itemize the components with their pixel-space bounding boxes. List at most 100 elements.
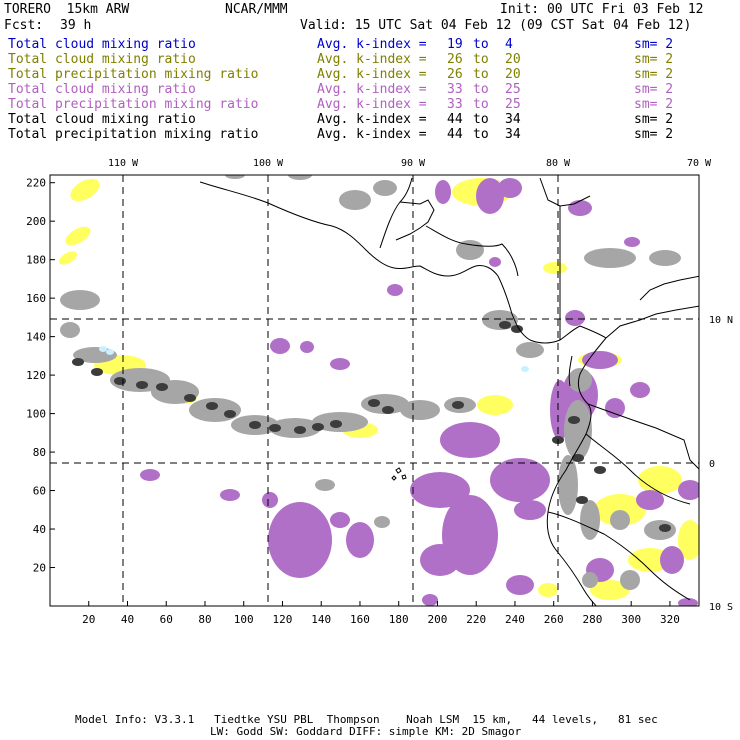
- cyan-fleck: [106, 349, 114, 355]
- longitude-label: 100 W: [253, 158, 284, 169]
- forecast-hour: 39 h: [60, 18, 92, 33]
- legend-row-7-k-index-to-word: to: [473, 127, 489, 142]
- grey-cloud-region: [374, 516, 390, 528]
- purple-region: [568, 200, 592, 216]
- purple-region: [422, 594, 438, 606]
- yellow-region: [590, 580, 630, 600]
- grey-cloud-region: [456, 240, 484, 260]
- dark-cloud-core: [572, 454, 584, 462]
- purple-region: [262, 492, 278, 508]
- legend-row-4-k-index-to: 25: [505, 82, 521, 97]
- longitude-label: 70 W: [687, 158, 712, 169]
- latitude-label: 10 S: [709, 602, 733, 613]
- purple-region: [624, 237, 640, 247]
- y-tick-label: 120: [26, 369, 46, 382]
- purple-region: [140, 469, 160, 481]
- dark-cloud-core: [568, 416, 580, 424]
- legend-row-5-k-index-to-word: to: [473, 97, 489, 112]
- purple-region: [300, 341, 314, 353]
- yellow-region: [70, 178, 100, 202]
- grey-cloud-region: [558, 455, 578, 515]
- yellow-region: [628, 548, 672, 572]
- x-tick-label: 40: [121, 613, 134, 626]
- dark-cloud-core: [452, 401, 464, 409]
- valid-time: Valid: 15 UTC Sat 04 Feb 12 (09 CST Sat …: [300, 18, 692, 33]
- x-tick-label: 160: [350, 613, 370, 626]
- purple-region: [565, 310, 585, 326]
- legend-row-4-field-name: Total cloud mixing ratio: [8, 82, 196, 97]
- physics-info: LW: Godd SW: Goddard DIFF: simple KM: 2D…: [210, 725, 522, 738]
- legend-row-7-smoothing-label: sm= 2: [634, 127, 674, 142]
- grey-cloud-region: [584, 248, 636, 268]
- longitude-label: 90 W: [401, 158, 426, 169]
- legend-row-4-k-index-to-word: to: [473, 82, 489, 97]
- purple-region: [605, 398, 625, 418]
- cyan-fleck: [99, 346, 107, 352]
- forecast-label: Fcst:: [4, 18, 44, 33]
- x-tick-label: 100: [234, 613, 254, 626]
- coastlines: [199, 177, 699, 606]
- legend-row-6-k-index-from: 44: [447, 112, 463, 127]
- dark-cloud-core: [594, 466, 606, 474]
- grey-cloud-region: [288, 175, 312, 180]
- model-title: TORERO 15km ARW: [4, 2, 130, 17]
- dark-cloud-core: [156, 383, 168, 391]
- legend-row-5-k-index-label: Avg. k-index =: [317, 97, 427, 112]
- x-tick-label: 200: [428, 613, 448, 626]
- legend-row-1-k-index-label: Avg. k-index =: [317, 37, 427, 52]
- y-tick-label: 80: [33, 446, 46, 459]
- y-tick-label: 160: [26, 292, 46, 305]
- x-tick-label: 180: [389, 613, 409, 626]
- legend-row-7-field-name: Total precipitation mixing ratio: [8, 127, 259, 142]
- purple-region: [330, 512, 350, 528]
- x-tick-label: 140: [311, 613, 331, 626]
- purple-region: [346, 522, 374, 558]
- x-tick-label: 320: [660, 613, 680, 626]
- grey-cloud-region: [373, 180, 397, 196]
- dark-cloud-core: [136, 381, 148, 389]
- x-tick-label: 260: [544, 613, 564, 626]
- purple-region: [506, 575, 534, 595]
- purple-region: [387, 284, 403, 296]
- grey-cloud-region: [60, 322, 80, 338]
- legend-row-5-smoothing-label: sm= 2: [634, 97, 674, 112]
- purple-region: [660, 546, 684, 574]
- y-tick-label: 200: [26, 215, 46, 228]
- legend-row-2-field-name: Total cloud mixing ratio: [8, 52, 196, 67]
- dark-cloud-core: [249, 421, 261, 429]
- dark-cloud-core: [576, 496, 588, 504]
- purple-region: [440, 422, 500, 458]
- purple-region: [220, 489, 240, 501]
- latitude-label: 0: [709, 459, 715, 470]
- org-label: NCAR/MMM: [225, 2, 288, 17]
- legend-row-1-k-index-to-word: to: [473, 37, 489, 52]
- legend-row-7-k-index-from: 44: [447, 127, 463, 142]
- dark-cloud-core: [184, 394, 196, 402]
- x-tick-label: 220: [466, 613, 486, 626]
- legend-row-4-k-index-from: 33: [447, 82, 463, 97]
- x-tick-label: 20: [82, 613, 95, 626]
- init-time: Init: 00 UTC Fri 03 Feb 12: [500, 2, 704, 17]
- dark-cloud-core: [330, 420, 342, 428]
- purple-region: [636, 490, 664, 510]
- purple-region: [410, 472, 470, 508]
- purple-region: [514, 500, 546, 520]
- map-axes: 20 40 60 80 100 120 140 160 180 200 220 240 260 280 30…: [26, 158, 733, 626]
- dark-cloud-core: [499, 321, 511, 329]
- yellow-region: [58, 251, 78, 265]
- purple-region: [268, 502, 332, 578]
- dark-cloud-core: [659, 524, 671, 532]
- grey-cloud-region: [339, 190, 371, 210]
- grey-cloud-region: [610, 510, 630, 530]
- dark-cloud-core: [368, 399, 380, 407]
- y-tick-label: 180: [26, 254, 46, 267]
- purple-region: [476, 178, 504, 214]
- grey-cloud-region: [361, 394, 409, 414]
- y-tick-label: 220: [26, 177, 46, 190]
- legend-row-7-k-index-to: 34: [505, 127, 521, 142]
- model-info: Model Info: V3.3.1 Tiedtke YSU PBL Thomp…: [75, 713, 658, 726]
- legend-row-3-smoothing-label: sm= 2: [634, 67, 674, 82]
- legend-row-2-k-index-label: Avg. k-index =: [317, 52, 427, 67]
- purple-region: [420, 544, 460, 576]
- yellow-region: [678, 520, 699, 560]
